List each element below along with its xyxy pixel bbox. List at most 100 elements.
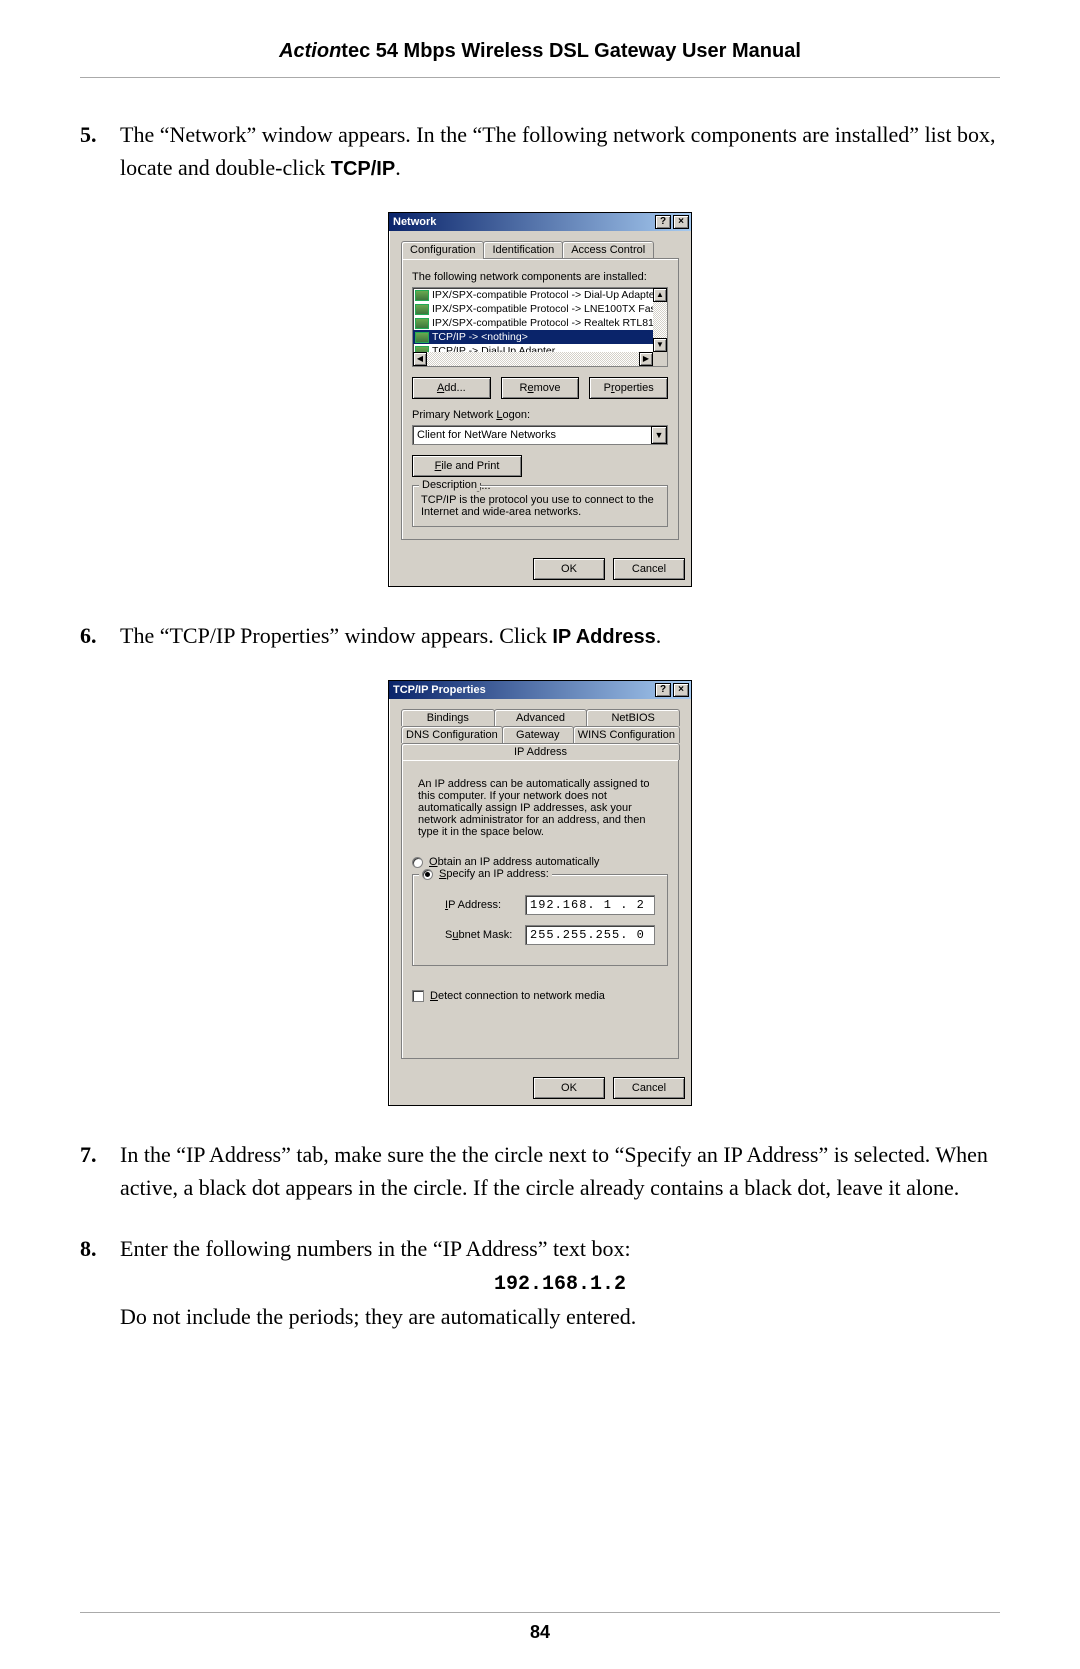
add-button[interactable]: Add...	[412, 377, 491, 399]
protocol-icon	[415, 318, 429, 329]
vertical-scrollbar[interactable]: ▲ ▼	[653, 288, 667, 352]
step-8: 8. Enter the following numbers in the “I…	[80, 1232, 1000, 1333]
subnet-mask-input[interactable]: 255.255.255. 0	[525, 925, 655, 945]
primary-logon-label: Primary Network Logon:	[412, 409, 668, 421]
ip-intro-text: An IP address can be automatically assig…	[418, 778, 662, 838]
list-item: IPX/SPX-compatible Protocol -> Dial-Up A…	[413, 288, 667, 302]
properties-button[interactable]: Properties	[589, 377, 668, 399]
tab-configuration[interactable]: Configuration	[401, 241, 484, 259]
primary-logon-value: Client for NetWare Networks	[417, 429, 556, 441]
footer-divider	[80, 1612, 1000, 1613]
tab-ip-address[interactable]: IP Address	[401, 743, 680, 760]
ip-address-panel: An IP address can be automatically assig…	[401, 759, 679, 1059]
configuration-panel: The following network components are ins…	[401, 258, 679, 540]
step-5-num: 5.	[80, 118, 120, 184]
detect-label: Detect connection to network media	[430, 990, 605, 1002]
scroll-right-icon[interactable]: ▶	[639, 352, 653, 366]
close-button[interactable]: ×	[673, 683, 689, 697]
protocol-icon	[415, 332, 429, 343]
tab-dns[interactable]: DNS Configuration	[401, 726, 503, 743]
tab-bindings[interactable]: Bindings	[401, 709, 495, 726]
list-item: IPX/SPX-compatible Protocol -> Realtek R…	[413, 316, 667, 330]
radio-icon	[422, 869, 433, 880]
step-5: 5. The “Network” window appears. In the …	[80, 118, 1000, 184]
tcpip-tabs-row2: DNS Configuration Gateway WINS Configura…	[401, 726, 679, 759]
step-5-bold: TCP/IP	[331, 158, 395, 180]
tab-wins[interactable]: WINS Configuration	[573, 726, 680, 743]
tcpip-dialog: TCP/IP Properties ? × Bindings Advanced …	[388, 680, 692, 1106]
brand-rest: tec 54 Mbps Wireless DSL Gateway User Ma…	[341, 40, 801, 62]
help-button[interactable]: ?	[655, 683, 671, 697]
network-titlebar[interactable]: Network ? ×	[389, 213, 691, 231]
checkbox-icon	[412, 990, 424, 1002]
page-number: 84	[0, 1622, 1080, 1643]
network-tabs: Configuration Identification Access Cont…	[401, 241, 679, 258]
step-8-num: 8.	[80, 1232, 120, 1333]
ok-button[interactable]: OK	[533, 1077, 605, 1099]
subnet-mask-label: Subnet Mask:	[445, 929, 525, 941]
page-header: Actiontec 54 Mbps Wireless DSL Gateway U…	[80, 40, 1000, 78]
radio-icon	[412, 857, 423, 868]
tab-access-control[interactable]: Access Control	[562, 241, 654, 258]
tab-netbios[interactable]: NetBIOS	[586, 709, 680, 726]
list-item-label: IPX/SPX-compatible Protocol -> Realtek R…	[432, 317, 668, 329]
step-8-line1: Enter the following numbers in the “IP A…	[120, 1232, 1000, 1265]
components-label: The following network components are ins…	[412, 271, 668, 283]
network-footer: OK Cancel	[389, 550, 691, 586]
step-8-line2: Do not include the periods; they are aut…	[120, 1300, 1000, 1333]
component-buttons: Add... Remove Properties	[412, 377, 668, 399]
step-6-body: The “TCP/IP Properties” window appears. …	[120, 619, 1000, 652]
scroll-up-icon[interactable]: ▲	[653, 288, 667, 302]
list-item-label: TCP/IP -> <nothing>	[432, 331, 528, 343]
tcpip-title: TCP/IP Properties	[393, 684, 486, 696]
tab-advanced[interactable]: Advanced	[494, 709, 588, 726]
primary-logon-dropdown[interactable]: Client for NetWare Networks ▼	[412, 425, 668, 445]
specify-ip-group: Specify an IP address: IP Address: 192.1…	[412, 874, 668, 966]
remove-button[interactable]: Remove	[501, 377, 580, 399]
cancel-button[interactable]: Cancel	[613, 558, 685, 580]
tcpip-body: Bindings Advanced NetBIOS DNS Configurat…	[389, 699, 691, 1069]
step-7-body: In the “IP Address” tab, make sure the t…	[120, 1138, 1000, 1204]
tcpip-titlebar[interactable]: TCP/IP Properties ? ×	[389, 681, 691, 699]
network-dialog: Network ? × Configuration Identification…	[388, 212, 692, 587]
step-6-text-a: The “TCP/IP Properties” window appears. …	[120, 623, 552, 648]
cancel-button[interactable]: Cancel	[613, 1077, 685, 1099]
ip-fields: IP Address: 192.168. 1 . 2 Subnet Mask: …	[445, 895, 659, 945]
step-6-bold: IP Address	[552, 626, 655, 648]
description-group: Description TCP/IP is the protocol you u…	[412, 485, 668, 527]
radio-obtain-auto[interactable]: Obtain an IP address automatically	[412, 856, 668, 868]
list-item: IPX/SPX-compatible Protocol -> LNE100TX …	[413, 302, 667, 316]
network-title: Network	[393, 216, 436, 228]
step-7-num: 7.	[80, 1138, 120, 1204]
file-print-sharing-button[interactable]: File and Print Sharing...	[412, 455, 522, 477]
chevron-down-icon[interactable]: ▼	[651, 426, 667, 444]
tcpip-footer: OK Cancel	[389, 1069, 691, 1105]
ip-address-label: IP Address:	[445, 899, 525, 911]
step-5-text-b: .	[395, 155, 401, 180]
description-text: TCP/IP is the protocol you use to connec…	[421, 494, 654, 518]
step-5-body: The “Network” window appears. In the “Th…	[120, 118, 1000, 184]
step-5-text-a: The “Network” window appears. In the “Th…	[120, 122, 995, 180]
network-body: Configuration Identification Access Cont…	[389, 231, 691, 550]
help-button[interactable]: ?	[655, 215, 671, 229]
ok-button[interactable]: OK	[533, 558, 605, 580]
scroll-left-icon[interactable]: ◀	[413, 352, 427, 366]
list-item-selected: TCP/IP -> <nothing>	[413, 330, 667, 344]
radio-specify-label: Specify an IP address:	[439, 868, 549, 880]
horizontal-scrollbar[interactable]: ◀ ▶	[413, 352, 653, 366]
list-item-label: IPX/SPX-compatible Protocol -> LNE100TX …	[432, 303, 668, 315]
ip-address-input[interactable]: 192.168. 1 . 2	[525, 895, 655, 915]
detect-connection-row[interactable]: Detect connection to network media	[412, 990, 668, 1002]
protocol-icon	[415, 290, 429, 301]
step-8-body: Enter the following numbers in the “IP A…	[120, 1232, 1000, 1333]
scroll-down-icon[interactable]: ▼	[653, 338, 667, 352]
tab-gateway[interactable]: Gateway	[502, 726, 574, 743]
tcpip-tabs-row1: Bindings Advanced NetBIOS	[401, 709, 679, 726]
components-listbox[interactable]: IPX/SPX-compatible Protocol -> Dial-Up A…	[412, 287, 668, 367]
protocol-icon	[415, 304, 429, 315]
radio-specify-row[interactable]: Specify an IP address:	[419, 868, 552, 880]
step-8-ip: 192.168.1.2	[494, 1273, 626, 1296]
close-button[interactable]: ×	[673, 215, 689, 229]
tab-identification[interactable]: Identification	[483, 241, 563, 258]
list-item-label: IPX/SPX-compatible Protocol -> Dial-Up A…	[432, 289, 658, 301]
